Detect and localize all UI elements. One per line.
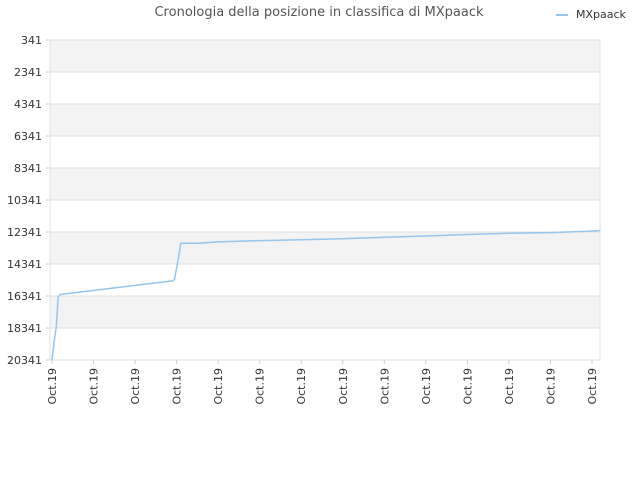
legend: MXpaack bbox=[556, 8, 627, 21]
y-tick-label: 341 bbox=[21, 34, 42, 47]
series-layer bbox=[51, 229, 601, 361]
plot-band bbox=[50, 168, 600, 200]
plot-band bbox=[50, 104, 600, 136]
x-tick-label: Oct.19 bbox=[254, 368, 267, 405]
plot-border bbox=[49, 39, 601, 361]
y-axis: 341 2341 4341 6341 8341 10341 12341 14341 16341 1… bbox=[7, 34, 42, 367]
plot-band bbox=[50, 232, 600, 264]
y-tick-label: 10341 bbox=[7, 194, 42, 207]
y-tick-label: 2341 bbox=[14, 66, 42, 79]
x-tick-label: Oct.19 bbox=[420, 368, 433, 405]
plot-bands bbox=[50, 40, 600, 360]
y-tick-label: 4341 bbox=[14, 98, 42, 111]
plot-band bbox=[50, 136, 600, 168]
x-tick-label: Oct.19 bbox=[212, 368, 225, 405]
plot-band bbox=[50, 328, 600, 360]
x-axis: Oct.19 Oct.19 Oct.19 Oct.19 Oct.19 Oct.19 Oct.… bbox=[46, 360, 599, 405]
chart-title: Cronologia della posizione in classifica… bbox=[154, 5, 483, 20]
plot-band bbox=[50, 264, 600, 296]
y-tick-label: 18341 bbox=[7, 322, 42, 335]
x-tick-label: Oct.19 bbox=[586, 368, 599, 405]
y-tick-label: 6341 bbox=[14, 130, 42, 143]
plot-grid bbox=[46, 39, 601, 361]
x-tick-label: Oct.19 bbox=[461, 368, 474, 405]
x-tick-label: Oct.19 bbox=[378, 368, 391, 405]
plot-band bbox=[50, 296, 600, 328]
y-tick-label: 14341 bbox=[7, 258, 42, 271]
y-tick-label: 20341 bbox=[7, 354, 42, 367]
x-tick-label: Oct.19 bbox=[544, 368, 557, 405]
y-tick-label: 8341 bbox=[14, 162, 42, 175]
plot-band bbox=[50, 200, 600, 232]
y-tick-label: 16341 bbox=[7, 290, 42, 303]
x-tick-label: Oct.19 bbox=[88, 368, 101, 405]
legend-label: MXpaack bbox=[576, 8, 627, 21]
x-tick-label: Oct.19 bbox=[129, 368, 142, 405]
series-line-mxpaack bbox=[51, 229, 601, 361]
x-tick-label: Oct.19 bbox=[503, 368, 516, 405]
plot-band bbox=[50, 72, 600, 104]
x-tick-label: Oct.19 bbox=[337, 368, 350, 405]
y-tick-label: 12341 bbox=[7, 226, 42, 239]
x-tick-label: Oct.19 bbox=[171, 368, 184, 405]
x-tick-label: Oct.19 bbox=[46, 368, 59, 405]
plot-band bbox=[50, 40, 600, 72]
x-tick-label: Oct.19 bbox=[295, 368, 308, 405]
